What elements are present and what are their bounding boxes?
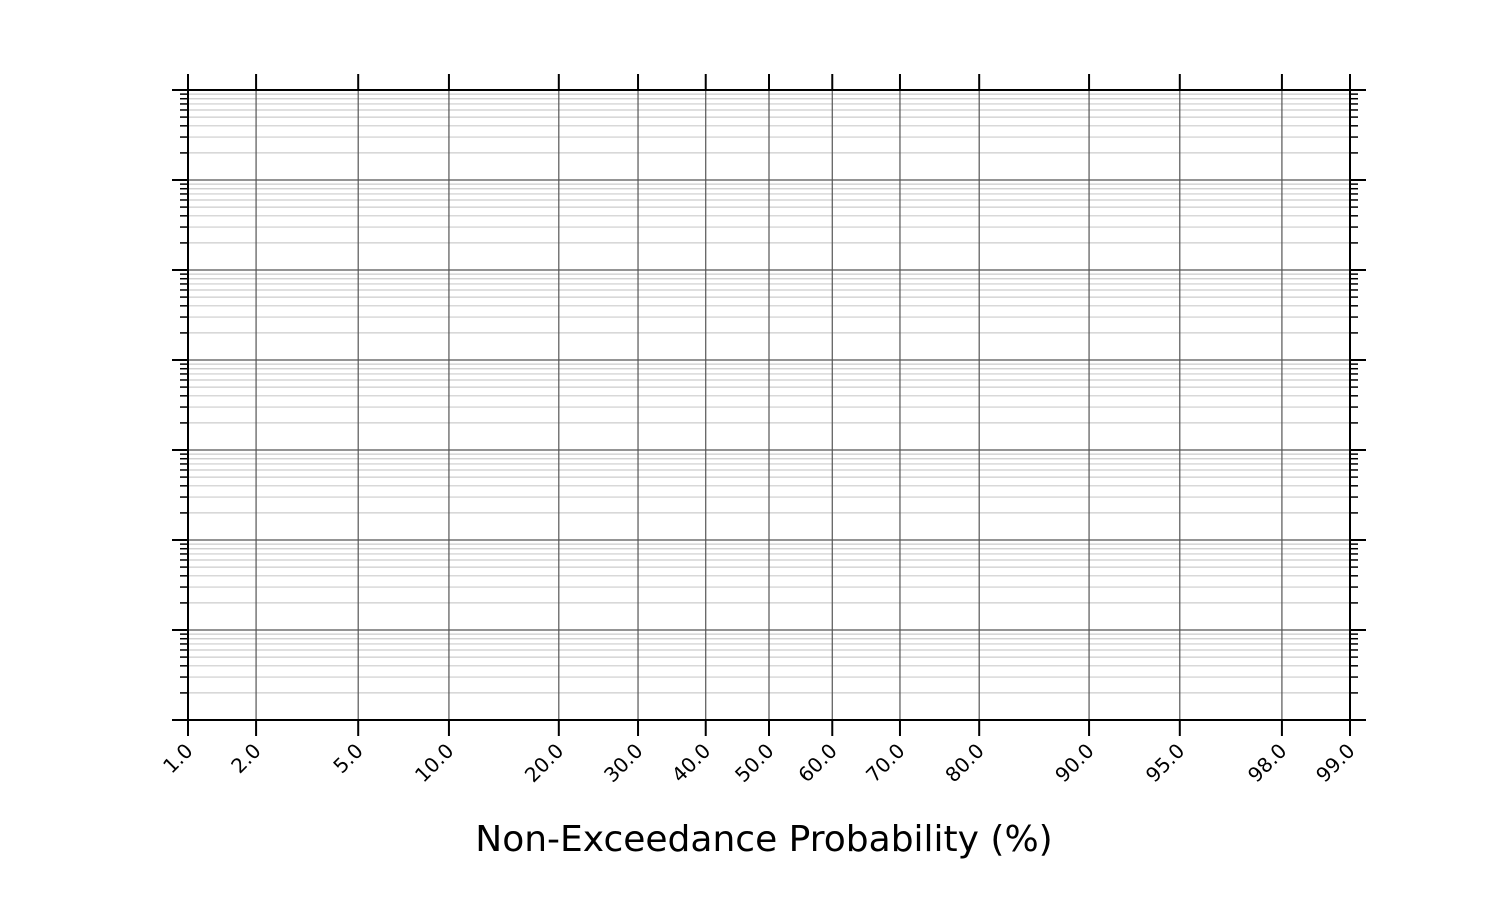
x-axis-ticks <box>187 74 1351 736</box>
x-tick-label: 99.0 <box>1311 739 1359 787</box>
vertical-gridlines <box>255 90 1283 720</box>
x-tick-label: 90.0 <box>1050 739 1098 787</box>
x-tick-label: 95.0 <box>1141 739 1189 787</box>
x-tick-label: 2.0 <box>226 739 265 778</box>
x-tick-label: 20.0 <box>520 739 568 787</box>
x-tick-label: 60.0 <box>793 739 841 787</box>
x-tick-label: 98.0 <box>1243 739 1291 787</box>
x-tick-label: 80.0 <box>940 739 988 787</box>
x-tick-label: 10.0 <box>410 739 458 787</box>
x-tick-label: 1.0 <box>158 739 197 778</box>
x-tick-labels: 1.0 2.0 5.0 10.0 20.0 30.0 40.0 50.0 60.0 70.0 80.… <box>158 739 1359 787</box>
x-tick-label: 50.0 <box>730 739 778 787</box>
x-tick-label: 40.0 <box>667 739 715 787</box>
x-tick-label: 70.0 <box>861 739 909 787</box>
plot-frame <box>187 89 1351 721</box>
x-tick-label: 30.0 <box>599 739 647 787</box>
x-tick-label: 5.0 <box>328 739 367 778</box>
y-axis-ticks <box>172 89 1366 721</box>
x-axis-title: Non-Exceedance Probability (%) <box>475 819 1052 860</box>
